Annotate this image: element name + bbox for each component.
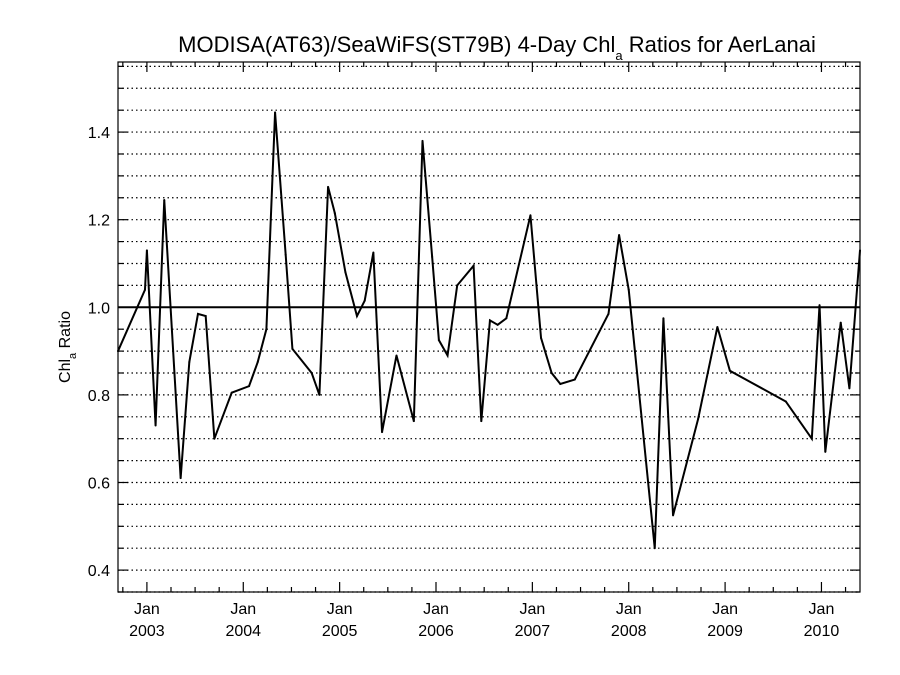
- data-point: [284, 253, 287, 256]
- x-axis: Jan 2003 Jan 2004 Jan 2005 Jan 2006 Jan 2007 Jan 20…: [122, 62, 847, 640]
- data-point: [274, 111, 277, 114]
- data-point: [496, 323, 499, 326]
- data-point: [839, 321, 842, 324]
- data-point: [472, 264, 475, 267]
- y-axis: 0.4 0.6 0.8 1.0 1.2 1.4: [88, 65, 860, 593]
- chart-title-suffix: Ratios for AerLanai: [623, 32, 816, 57]
- x-tick-year-label: 2009: [707, 623, 743, 640]
- data-point: [265, 328, 268, 331]
- data-point: [256, 361, 259, 364]
- data-point: [818, 304, 821, 307]
- data-point: [672, 514, 675, 517]
- data-point: [163, 198, 166, 201]
- x-tick-month-label: Jan: [423, 601, 449, 618]
- x-tick-month-label: Jan: [327, 601, 353, 618]
- data-point: [550, 371, 553, 374]
- data-point: [355, 315, 358, 318]
- data-point: [431, 255, 434, 258]
- data-point: [196, 312, 199, 315]
- data-point: [784, 400, 787, 403]
- y-tick-label: 1.0: [88, 300, 110, 317]
- data-point: [421, 139, 424, 142]
- data-point: [291, 347, 294, 350]
- data-point: [618, 234, 621, 237]
- data-point: [363, 299, 366, 302]
- data-point: [662, 317, 665, 320]
- data-point: [395, 354, 398, 357]
- data-point: [446, 354, 449, 357]
- y-axis-label: Chla Ratio: [57, 311, 79, 383]
- data-point: [697, 417, 700, 420]
- x-tick-month-label: Jan: [230, 601, 256, 618]
- y-axis-label-suffix: Ratio: [57, 311, 74, 353]
- data-point: [318, 393, 321, 396]
- data-point: [627, 288, 630, 291]
- x-tick-year-label: 2007: [515, 623, 551, 640]
- x-tick-year-label: 2010: [804, 623, 840, 640]
- data-point: [607, 312, 610, 315]
- chart-title-subscript: a: [615, 48, 623, 63]
- data-point: [529, 214, 532, 217]
- x-tick-month-label: Jan: [134, 601, 160, 618]
- chart-title: MODISA(AT63)/SeaWiFS(ST79B) 4-Day Chla R…: [178, 32, 816, 63]
- data-point: [381, 431, 384, 434]
- plot-frame: [117, 61, 861, 593]
- x-tick-year-label: 2006: [418, 623, 454, 640]
- y-axis-label-subscript: a: [67, 352, 79, 359]
- data-point: [213, 437, 216, 440]
- y-tick-label: 1.4: [88, 125, 110, 142]
- x-tick-year-label: 2008: [611, 623, 647, 640]
- data-point: [230, 391, 233, 394]
- data-point: [154, 424, 157, 427]
- data-point: [716, 326, 719, 328]
- y-tick-label: 0.4: [88, 563, 110, 580]
- data-point: [248, 385, 251, 388]
- x-tick-year-label: 2004: [225, 623, 261, 640]
- data-point: [437, 339, 440, 342]
- y-tick-label: 1.2: [88, 213, 110, 230]
- data-point: [117, 350, 119, 353]
- x-tick-year-label: 2003: [129, 623, 165, 640]
- data-point: [573, 378, 576, 381]
- x-tick-month-label: Jan: [519, 601, 545, 618]
- data-point: [653, 547, 656, 550]
- data-point: [456, 284, 459, 287]
- data-point: [204, 315, 207, 318]
- x-tick-month-label: Jan: [712, 601, 738, 618]
- data-point: [310, 371, 313, 374]
- data-point: [505, 317, 508, 320]
- x-tick-month-label: Jan: [616, 601, 642, 618]
- data-point: [728, 369, 731, 372]
- data-point: [327, 185, 330, 188]
- data-point: [372, 251, 375, 254]
- data-point: [848, 387, 851, 390]
- data-point: [143, 288, 146, 291]
- chart-title-prefix: MODISA(AT63)/SeaWiFS(ST79B) 4-Day Chl: [178, 32, 615, 57]
- data-point: [824, 450, 827, 453]
- data-point: [333, 212, 336, 215]
- data-point: [859, 249, 861, 252]
- data-point: [559, 382, 562, 385]
- y-tick-label: 0.8: [88, 388, 110, 405]
- data-point: [810, 437, 813, 440]
- data-point: [540, 336, 543, 339]
- data-points: [117, 111, 861, 550]
- x-tick-year-label: 2005: [322, 623, 358, 640]
- data-point: [488, 319, 491, 322]
- data-point: [145, 249, 148, 252]
- data-point: [480, 420, 483, 423]
- data-point: [344, 271, 347, 274]
- x-tick-month-label: Jan: [809, 601, 835, 618]
- data-point: [188, 361, 191, 364]
- y-axis-label-main: Chl: [57, 359, 74, 383]
- y-tick-label: 0.6: [88, 475, 110, 492]
- data-point: [179, 477, 182, 480]
- data-point: [412, 420, 415, 423]
